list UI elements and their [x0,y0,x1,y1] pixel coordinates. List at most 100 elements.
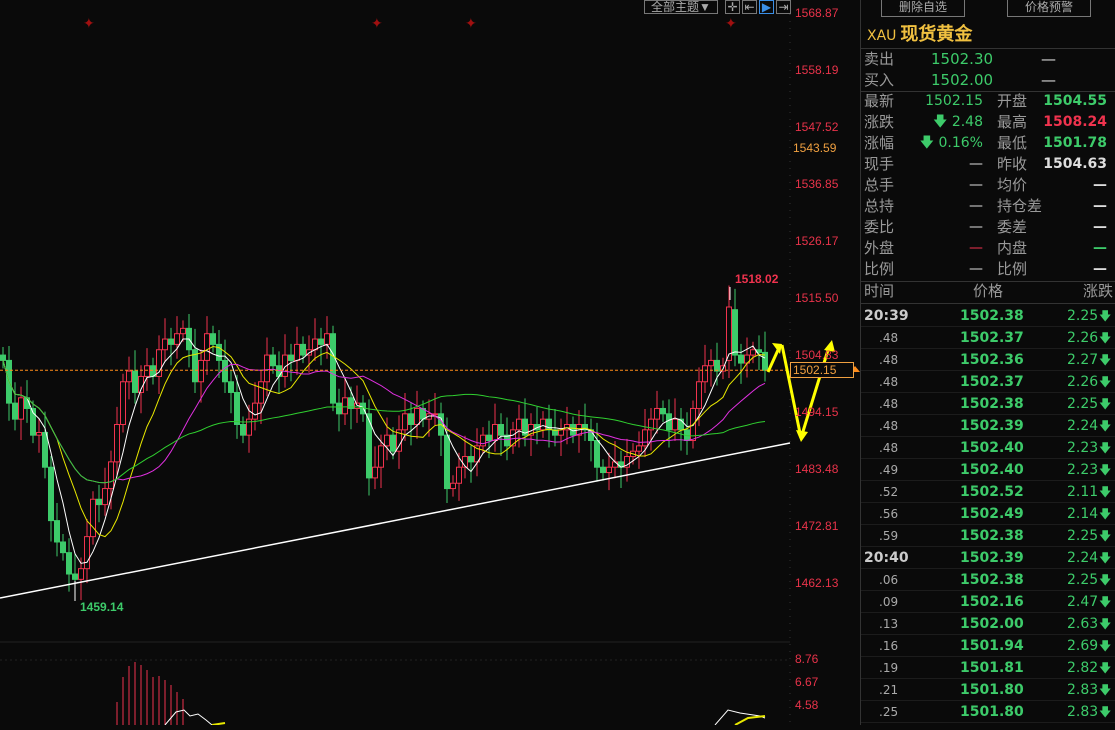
candle-down [210,333,216,345]
candle-down [54,520,60,543]
ma60-line [2,360,766,484]
price-axis-label: 1536.85 [795,176,839,191]
tick-row: .06 1502.38 2.25 🡇 [861,569,1115,591]
tick-change: 2.25 [1067,396,1099,412]
candle-up [492,423,498,442]
candle-up [654,407,660,420]
label: 外盘 [864,239,895,257]
candle-up [480,434,486,447]
tick-price: 1502.38 [960,396,1024,412]
trend-line [0,442,791,599]
event-marker-icon: ✦ [465,15,477,31]
price-axis-label: 1483.48 [795,461,839,476]
tick-change: 2.83 [1067,704,1099,720]
tick-time: .25 [879,705,899,719]
tick-change: 2.24 [1067,418,1099,434]
label: 涨幅 [864,134,895,152]
candle-up [606,466,612,474]
bidask-row: 卖出 1502.30 — [861,49,1115,70]
down-arrow-icon: 🡇 [1099,595,1112,609]
theme-select[interactable]: 全部主题▼ [644,0,718,14]
candle-up [750,349,756,356]
quote-row: 委比 — 委差 — [861,217,1115,238]
crosshair-icon[interactable]: ✛ [725,0,740,14]
candle-down [498,423,504,436]
tick-change: 2.82 [1067,660,1099,676]
tick-time: .06 [879,573,899,587]
down-arrow-icon: 🡇 [1099,507,1112,521]
candle-up [180,327,186,335]
tick-price: 1502.39 [960,550,1024,566]
candle-up [510,429,516,447]
tick-price: 1502.38 [960,308,1024,324]
tick-price: 1501.81 [960,660,1024,676]
candlestick-chart[interactable]: ✦ ✦ ✦ ✦ 全部主题▼ ✛ ⇤ ▶ ⇥ 1568.87 1558.19 1547.52… [0,0,860,726]
candle-down [132,370,138,393]
label: 持仓差 [997,197,1043,215]
arrow-head-icon [772,343,782,354]
candle-down [60,541,66,554]
down-arrow-icon: 🡇 [1099,397,1112,411]
indicator-line [164,709,213,726]
tick-price: 1502.52 [960,484,1024,500]
tick-change: 2.24 [1067,550,1099,566]
value: 🡇 2.48 [932,114,983,130]
tick-time: 20:39 [864,308,909,324]
price-alert-button[interactable]: 价格预警 [1007,0,1091,17]
header-price: 价格 [973,282,1004,300]
label: 总持 [864,197,895,215]
candle-down [168,338,174,345]
label: 比例 [997,260,1028,278]
play-icon[interactable]: ▶ [759,0,774,14]
tick-header: 时间 价格 涨跌 [861,281,1115,302]
candle-up [402,413,408,431]
candle-up [90,498,96,538]
candle-up [642,429,648,447]
tick-row: .49 1502.40 2.23 🡇 [861,459,1115,481]
tick-row: .16 1501.94 2.69 🡇 [861,635,1115,657]
tick-row: .25 1501.80 2.83 🡇 [861,701,1115,723]
tick-time: .48 [879,419,899,433]
chart-canvas[interactable]: ✦ ✦ ✦ ✦ [0,0,860,726]
candle-down [678,418,684,431]
candle-up [120,381,126,425]
candle-up [378,445,384,468]
candle-down [594,440,600,468]
label: 涨跌 [864,113,895,131]
tick-change: 2.14 [1067,506,1099,522]
tick-price: 1502.38 [960,572,1024,588]
down-arrow-icon: 🡇 [1099,683,1112,697]
down-arrow-icon: 🡇 [1099,661,1112,675]
value: 🡇 0.16% [919,135,983,151]
candle-up [252,402,258,420]
instrument-title: XAU 现货黄金 [867,20,972,46]
move-right-icon[interactable]: ⇥ [776,0,791,14]
indicator-line [734,715,766,726]
price-axis-label: 1462.13 [795,576,839,590]
tick-time: .16 [879,639,899,653]
candle-up [648,418,654,431]
forecast-arrow [766,349,780,373]
tick-row: .48 1502.37 2.26 🡇 [861,327,1115,349]
candle-down [522,418,528,436]
candle-up [78,568,84,580]
tick-change: 2.83 [1067,682,1099,698]
symbol: XAU [867,28,897,44]
candle-down [582,423,588,431]
remove-watchlist-button[interactable]: 删除自选 [881,0,965,17]
tick-price: 1501.80 [960,682,1024,698]
candle-up [258,381,264,404]
candle-up [174,333,180,345]
tick-change: 2.25 [1067,308,1099,324]
tick-row: .48 1502.40 2.23 🡇 [861,437,1115,459]
range-icon[interactable]: ⇤ [742,0,757,14]
tick-row: .48 1502.36 2.27 🡇 [861,349,1115,371]
low-label: 1459.14 [80,600,124,614]
event-marker-icon: ✦ [371,15,383,31]
price-axis-label: 1543.59 [793,140,837,155]
candle-down [96,498,102,506]
label: 现手 [864,155,895,173]
candle-up [384,434,390,447]
candle-down [444,434,450,490]
tick-row: .48 1502.37 2.26 🡇 [861,371,1115,393]
